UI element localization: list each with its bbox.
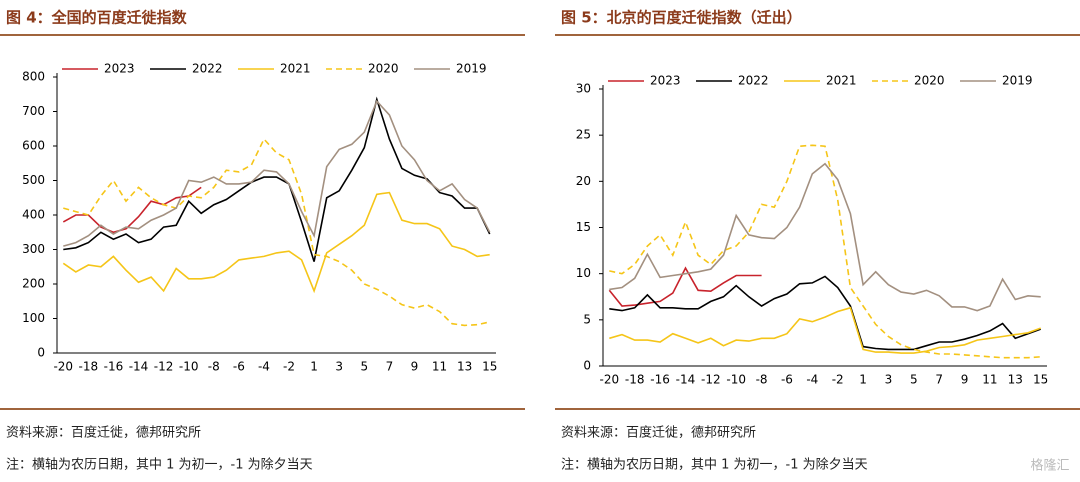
series-line — [62, 191, 490, 294]
watermark: 格隆汇 — [1030, 458, 1069, 474]
x-tick-label: -14 — [676, 373, 696, 387]
x-tick-label: 7 — [935, 373, 943, 387]
x-tick-label: -2 — [283, 360, 295, 374]
chart-title: 图 4：全国的百度迁徙指数 — [6, 9, 188, 27]
x-tick-label: -2 — [832, 373, 844, 387]
x-tick-label: 11 — [432, 360, 447, 374]
x-tick-label: 7 — [386, 360, 394, 374]
x-tick-label: 3 — [885, 373, 893, 387]
x-tick-label: -20 — [600, 373, 620, 387]
y-tick-label: 300 — [22, 242, 45, 256]
x-tick-label: 1 — [310, 360, 318, 374]
chart-title: 图 5：北京的百度迁徙指数（迁出） — [561, 9, 802, 27]
y-tick-label: 0 — [583, 359, 591, 373]
source: 资料来源：百度迁徙，德邦研究所 — [6, 425, 201, 441]
y-tick-label: 30 — [576, 82, 591, 96]
y-tick-label: 20 — [576, 174, 591, 188]
y-tick-label: 5 — [583, 312, 591, 326]
series-line — [63, 99, 491, 247]
x-tick-label: 15 — [1033, 373, 1048, 387]
y-tick-label: 600 — [22, 139, 45, 153]
series-line — [609, 162, 1041, 312]
x-tick-label: 3 — [335, 360, 343, 374]
legend-label: 2019 — [456, 62, 487, 76]
series-line — [609, 144, 1041, 359]
y-tick-label: 400 — [22, 208, 45, 222]
y-tick-label: 200 — [22, 277, 45, 291]
legend-label: 2022 — [192, 62, 223, 76]
series-line — [609, 275, 1041, 351]
x-tick-label: 5 — [910, 373, 918, 387]
note: 注：横轴为农历日期，其中 1 为初一，-1 为除夕当天 — [6, 458, 313, 473]
series-line — [609, 306, 1041, 354]
series-line — [63, 96, 491, 262]
legend-label: 2021 — [280, 62, 311, 76]
x-tick-label: -6 — [781, 373, 793, 387]
x-tick-label: 9 — [411, 360, 419, 374]
x-tick-label: -18 — [79, 360, 99, 374]
legend-label: 2020 — [368, 62, 399, 76]
y-tick-label: 700 — [22, 104, 45, 118]
x-tick-label: 1 — [859, 373, 867, 387]
x-tick-label: -4 — [806, 373, 818, 387]
series-line — [63, 137, 490, 327]
legend-label: 2020 — [914, 74, 945, 88]
y-tick-label: 500 — [22, 173, 45, 187]
legend-label: 2019 — [1002, 74, 1033, 88]
x-tick-label: 5 — [360, 360, 368, 374]
x-tick-label: -6 — [233, 360, 245, 374]
x-tick-label: -12 — [154, 360, 174, 374]
x-tick-label: -14 — [129, 360, 149, 374]
x-tick-label: 13 — [457, 360, 472, 374]
x-tick-label: 13 — [1008, 373, 1023, 387]
legend-label: 2023 — [650, 74, 681, 88]
x-tick-label: -10 — [726, 373, 746, 387]
x-tick-label: -10 — [179, 360, 199, 374]
y-tick-label: 10 — [576, 266, 591, 280]
x-tick-label: -18 — [625, 373, 645, 387]
x-tick-label: -16 — [104, 360, 124, 374]
x-tick-label: 11 — [982, 373, 997, 387]
y-tick-label: 15 — [576, 220, 591, 234]
y-tick-label: 100 — [22, 311, 45, 325]
x-tick-label: 9 — [961, 373, 969, 387]
x-tick-label: 15 — [482, 360, 497, 374]
x-tick-label: -12 — [701, 373, 721, 387]
x-tick-label: -20 — [53, 360, 73, 374]
x-tick-label: -16 — [650, 373, 670, 387]
note: 注：横轴为农历日期，其中 1 为初一，-1 为除夕当天 — [561, 458, 868, 473]
series-line — [608, 266, 762, 307]
legend-label: 2021 — [826, 74, 857, 88]
x-tick-label: -8 — [756, 373, 768, 387]
legend-label: 2023 — [104, 62, 135, 76]
y-tick-label: 800 — [22, 70, 45, 84]
x-tick-label: -8 — [208, 360, 220, 374]
x-tick-label: -4 — [258, 360, 270, 374]
y-tick-label: 25 — [576, 128, 591, 142]
y-tick-label: 0 — [37, 346, 45, 360]
legend-label: 2022 — [738, 74, 769, 88]
source: 资料来源：百度迁徙，德邦研究所 — [561, 425, 756, 441]
